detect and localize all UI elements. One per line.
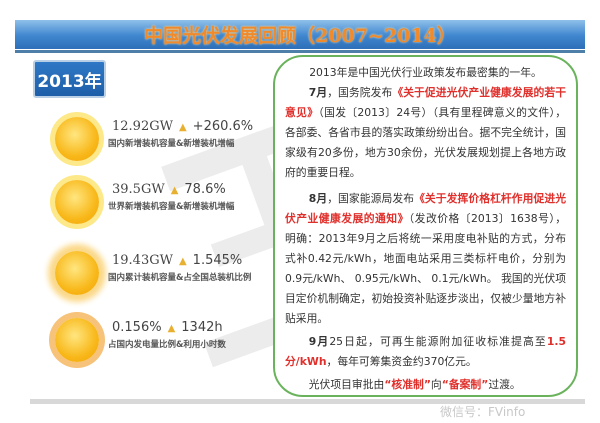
footer-bar: [30, 399, 585, 404]
stat-caption: 国内新增装机容量&新增装机增幅: [108, 139, 235, 149]
policy-doc-link: 《关于发挥价格杠杆作用促进光伏产业健康发展的通知》: [285, 192, 567, 225]
sun-icon: [55, 117, 99, 161]
sun-icon: [55, 251, 99, 295]
triangle-icon: ▲: [167, 323, 176, 334]
stat-value: 19.43GW: [112, 253, 173, 268]
divider: [15, 50, 585, 53]
stat-value: 39.5GW: [112, 182, 165, 197]
stat-domestic-total: 19.43GW ▲ 1.545% 国内累计装机容量&占全国总装机比例: [50, 251, 290, 311]
paragraph-august: 8月，国家能源局发布《关于发挥价格杠杆作用促进光伏产业健康发展的通知》（发改价格…: [285, 192, 567, 325]
stat-share: 1.545%: [192, 253, 243, 268]
paragraph-september: 9月25日起，可再生能源附加征收标准提高至1.5分/kWh，每年可筹集资金约37…: [285, 335, 566, 368]
stat-caption: 占国内发电量比例&利用小时数: [108, 340, 226, 350]
stat-caption: 世界新增装机容量&新增装机增幅: [108, 202, 235, 212]
stat-growth: 78.6%: [184, 182, 226, 197]
stat-hours: 1342h: [181, 320, 223, 335]
policy-doc-link: 《关于促进光伏产业健康发展的若干意见》: [285, 86, 567, 119]
policy-text-box: 2013年是中国光伏行业政策发布最密集的一年。 7月，国务院发布《关于促进光伏产…: [273, 55, 578, 397]
sun-icon: [55, 318, 99, 362]
stat-growth: +260.6%: [192, 119, 254, 134]
page-title: 中国光伏发展回顾（2007~2014）: [144, 25, 456, 47]
title-banner: 中国光伏发展回顾（2007~2014）: [15, 20, 585, 49]
wechat-watermark: 微信号：FVinfo: [440, 405, 526, 419]
year-badge: 2013年: [33, 60, 106, 98]
triangle-icon: ▲: [178, 122, 187, 133]
stat-caption: 国内累计装机容量&占全国总装机比例: [108, 273, 252, 283]
sun-icon: [55, 180, 99, 224]
triangle-icon: ▲: [178, 256, 187, 267]
stat-value: 12.92GW: [112, 119, 173, 134]
stat-generation: 0.156% ▲ 1342h 占国内发电量比例&利用小时数: [50, 318, 290, 378]
paragraph-approval: 光伏项目审批由“核准制”向“备案制”过渡。: [308, 378, 521, 391]
triangle-icon: ▲: [170, 185, 179, 196]
paragraph-july: 7月，国务院发布《关于促进光伏产业健康发展的若干意见》（国发〔2013〕24号）…: [285, 86, 567, 179]
stat-value: 0.156%: [112, 320, 162, 335]
stat-world-new: 39.5GW ▲ 78.6% 世界新增装机容量&新增装机增幅: [50, 180, 290, 240]
intro-text: 2013年是中国光伏行业政策发布最密集的一年。: [309, 66, 542, 79]
stat-domestic-new: 12.92GW ▲ +260.6% 国内新增装机容量&新增装机增幅: [50, 117, 290, 177]
